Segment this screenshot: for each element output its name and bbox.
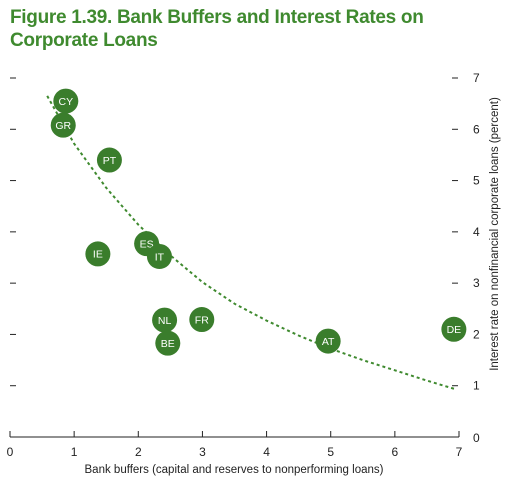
point-label-at: AT (322, 336, 335, 348)
y-tick-label-6: 6 (473, 122, 480, 136)
y-axis-title: Interest rate on nonfinancial corporate … (489, 97, 501, 371)
y-tick-label-4: 4 (473, 225, 480, 239)
trendline (46, 95, 457, 391)
x-tick-label-3: 3 (199, 445, 206, 459)
x-tick-label-0: 0 (7, 445, 14, 459)
point-marker-pt (96, 147, 122, 173)
point-label-fr: FR (195, 314, 209, 326)
y-tick-label-5: 5 (473, 174, 480, 188)
point-marker-ie (85, 241, 111, 267)
point-be: BE (155, 330, 181, 356)
point-marker-it (146, 243, 172, 269)
point-marker-fr (189, 307, 215, 333)
y-tick-label-1: 1 (473, 379, 480, 393)
point-marker-de (441, 316, 467, 342)
point-at: AT (315, 328, 341, 354)
point-gr: GR (50, 112, 76, 138)
x-axis-title: Bank buffers (capital and reserves to no… (85, 464, 384, 476)
point-cy: CY (53, 88, 79, 114)
point-pt: PT (96, 147, 122, 173)
point-de: DE (441, 316, 467, 342)
y-tick-label-2: 2 (473, 327, 480, 341)
point-label-be: BE (161, 338, 175, 350)
point-label-es: ES (140, 238, 154, 250)
point-fr: FR (189, 307, 215, 333)
point-it: IT (146, 243, 172, 269)
x-tick-label-5: 5 (327, 445, 334, 459)
point-marker-cy (53, 88, 79, 114)
x-tick-label-7: 7 (456, 445, 463, 459)
point-label-gr: GR (55, 120, 71, 132)
point-label-it: IT (155, 251, 165, 263)
point-label-de: DE (447, 324, 462, 336)
point-marker-nl (152, 307, 178, 333)
point-marker-be (155, 330, 181, 356)
point-label-ie: IE (93, 249, 103, 261)
y-tick-label-7: 7 (473, 71, 480, 85)
point-label-pt: PT (103, 155, 117, 167)
figure-title: Figure 1.39. Bank Buffers and Interest R… (10, 7, 424, 51)
point-ie: IE (85, 241, 111, 267)
point-label-nl: NL (158, 315, 172, 327)
y-tick-label-3: 3 (473, 276, 480, 290)
x-tick-label-2: 2 (135, 445, 142, 459)
point-label-cy: CY (59, 96, 74, 108)
trendline-layer (46, 95, 457, 391)
x-tick-label-1: 1 (71, 445, 78, 459)
x-tick-label-4: 4 (263, 445, 270, 459)
point-marker-at (315, 328, 341, 354)
x-tick-label-6: 6 (392, 445, 399, 459)
point-nl: NL (152, 307, 178, 333)
y-tick-label-0: 0 (473, 431, 480, 445)
point-marker-gr (50, 112, 76, 138)
